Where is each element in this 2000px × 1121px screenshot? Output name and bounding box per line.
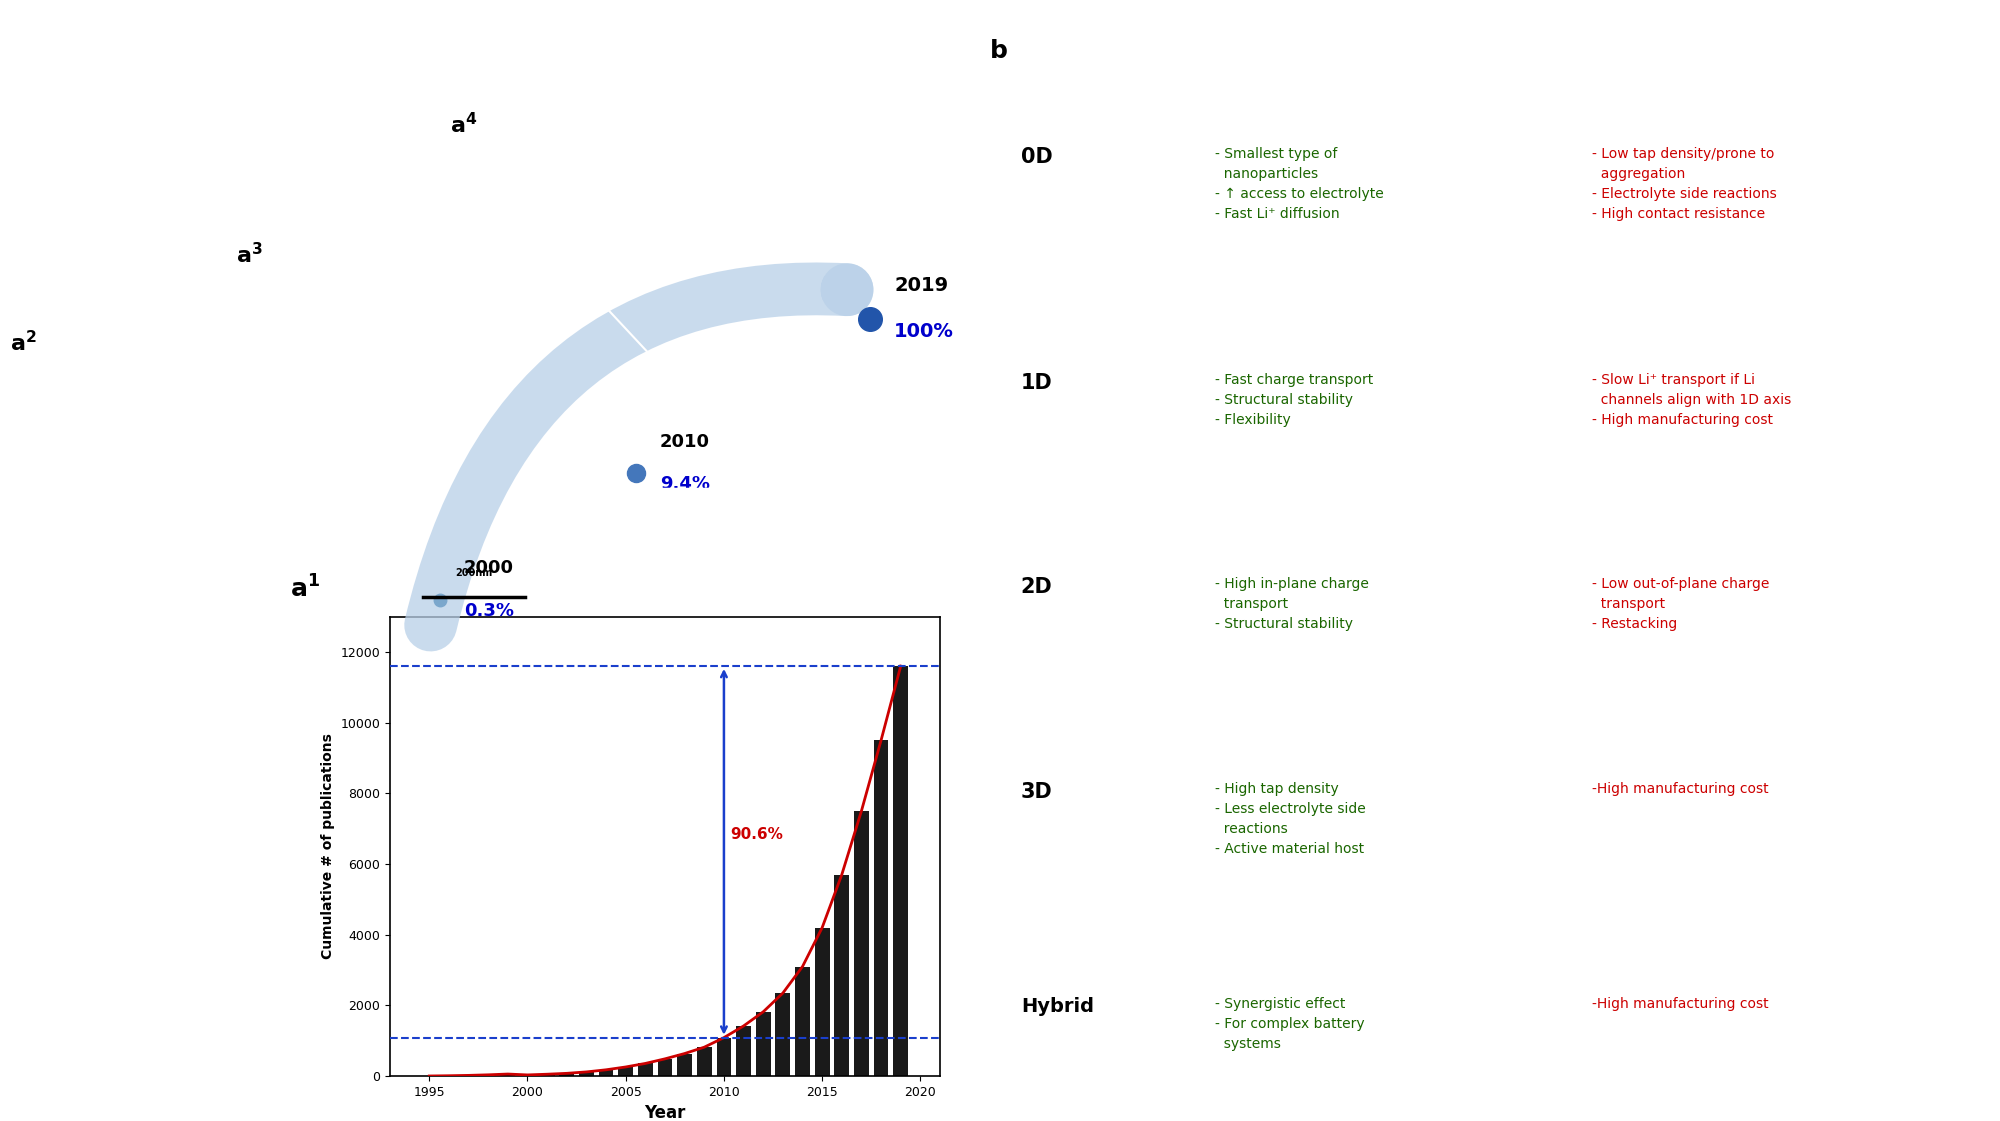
Bar [500,1074,516,1076]
Text: 100%: 100% [894,322,954,341]
Text: 2D: 2D [1020,577,1052,597]
Bar [560,1073,574,1076]
Bar [894,666,908,1076]
Bar [874,740,888,1076]
Bar [756,1012,770,1076]
Text: 500nm: 500nm [686,458,724,469]
FancyArrowPatch shape [430,289,848,626]
Bar [736,1026,750,1076]
Text: - Smallest type of
  nanoparticles
- ↑ access to electrolyte
- Fast Li⁺ diffusio: - Smallest type of nanoparticles - ↑ acc… [1214,147,1384,221]
Text: - Low tap density/prone to
  aggregation
- Electrolyte side reactions
- High con: - Low tap density/prone to aggregation -… [1592,147,1776,221]
Bar [658,1059,672,1076]
Text: 2000: 2000 [464,559,514,577]
Bar [814,928,830,1076]
Bar [796,966,810,1076]
Bar [480,1075,496,1076]
Bar [598,1069,614,1076]
Text: 200nm: 200nm [456,568,492,578]
Bar [776,993,790,1076]
X-axis label: Year: Year [644,1104,686,1121]
Text: 9.4%: 9.4% [660,475,710,493]
Text: 200 nm: 200 nm [36,639,76,648]
Text: - Low out-of-plane charge
  transport
- Restacking: - Low out-of-plane charge transport - Re… [1592,577,1770,631]
Text: - Synergistic effect
- For complex battery
  systems: - Synergistic effect - For complex batte… [1214,997,1364,1050]
Text: -High manufacturing cost: -High manufacturing cost [1592,997,1768,1011]
Text: - Fast charge transport
- Structural stability
- Flexibility: - Fast charge transport - Structural sta… [1214,372,1372,427]
Text: Hybrid: Hybrid [1020,997,1094,1016]
Text: 90.6%: 90.6% [730,826,782,842]
Bar [854,810,868,1076]
Y-axis label: Cumulative # of publications: Cumulative # of publications [320,733,334,960]
Bar [696,1047,712,1076]
Bar [716,1038,732,1076]
Bar [618,1067,634,1076]
Text: 0.3%: 0.3% [464,602,514,620]
Bar [580,1072,594,1076]
Bar [520,1075,534,1076]
Text: $\mathbf{a^4}$: $\mathbf{a^4}$ [450,112,478,137]
Text: - High tap density
- Less electrolyte side
  reactions
- Active material host: - High tap density - Less electrolyte si… [1214,781,1366,855]
Bar [638,1064,652,1076]
Text: - Slow Li⁺ transport if Li
  channels align with 1D axis
- High manufacturing co: - Slow Li⁺ transport if Li channels alig… [1592,372,1792,427]
Text: $\mathbf{a^2}$: $\mathbf{a^2}$ [10,331,36,355]
Bar [678,1054,692,1076]
Text: 2010: 2010 [660,433,710,451]
Bar [540,1074,554,1076]
Text: 28nm: 28nm [520,260,550,270]
Text: 3D: 3D [1020,781,1052,802]
Text: - High in-plane charge
  transport
- Structural stability: - High in-plane charge transport - Struc… [1214,577,1368,631]
Text: -High manufacturing cost: -High manufacturing cost [1592,781,1768,796]
Text: b: b [990,39,1008,63]
Text: $\mathbf{a^3}$: $\mathbf{a^3}$ [236,242,262,267]
Text: 1D: 1D [1020,372,1052,392]
Text: 2019: 2019 [894,276,948,295]
Text: 0D: 0D [1020,147,1052,167]
Bar [834,874,850,1076]
Text: $\mathbf{a^1}$: $\mathbf{a^1}$ [290,575,320,602]
